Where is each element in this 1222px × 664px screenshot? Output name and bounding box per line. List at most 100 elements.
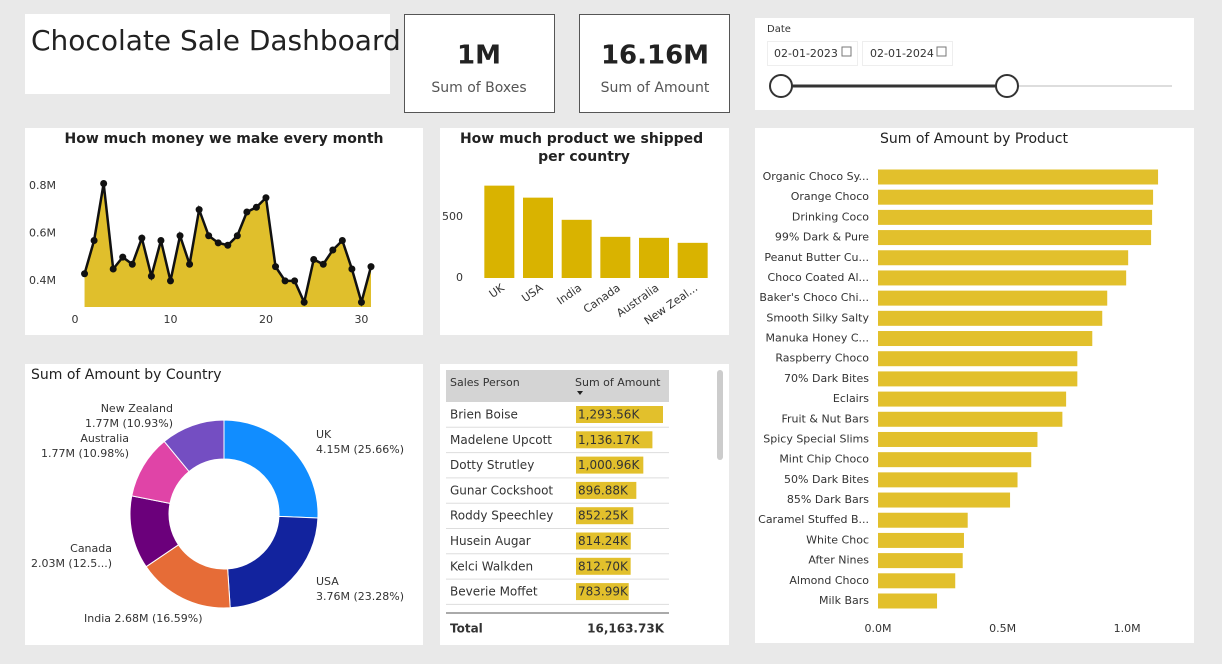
slice-name: USA bbox=[316, 575, 339, 588]
column-header: Sum of Amount bbox=[575, 376, 661, 389]
bar bbox=[878, 209, 1153, 225]
bar bbox=[878, 290, 1108, 306]
chart-title: How much product we shipped per country bbox=[460, 131, 708, 165]
point bbox=[281, 277, 289, 285]
y-tick-label: Drinking Coco bbox=[792, 210, 869, 223]
calendar-icon[interactable] bbox=[936, 46, 947, 57]
point bbox=[186, 260, 194, 268]
chart-title: Sum of Amount by Product bbox=[880, 131, 1069, 147]
point bbox=[243, 208, 251, 216]
x-tick-label: 30 bbox=[354, 313, 368, 326]
date-end[interactable]: 02-01-2024 bbox=[870, 47, 934, 60]
y-tick-label: Manuka Honey C... bbox=[765, 332, 869, 345]
data-bar bbox=[576, 583, 629, 601]
date-start[interactable]: 02-01-2023 bbox=[774, 47, 838, 60]
cell: Gunar Cockshoot bbox=[450, 483, 553, 497]
slider-handle[interactable] bbox=[995, 74, 1019, 98]
slice-value: 3.76M (23.28%) bbox=[316, 590, 404, 603]
bar bbox=[878, 411, 1063, 427]
y-tick-label: Smooth Silky Salty bbox=[766, 311, 869, 324]
slice-name: New Zealand bbox=[101, 402, 173, 415]
y-tick-label: 99% Dark & Pure bbox=[775, 231, 869, 244]
cell: 1,000.96K bbox=[578, 458, 640, 472]
kpi-card bbox=[404, 14, 555, 113]
data-bar bbox=[576, 507, 634, 525]
y-tick-label: 0.4M bbox=[29, 274, 56, 287]
slice-value: 2.03M (12.5...) bbox=[31, 557, 112, 570]
slice-value: 1.77M (10.98%) bbox=[41, 447, 129, 460]
dashboard-title: Chocolate Sale Dashboard bbox=[31, 24, 401, 57]
data-bar bbox=[576, 431, 653, 449]
y-tick-label: Organic Choco Sy... bbox=[763, 170, 869, 183]
title-panel bbox=[25, 14, 390, 94]
slice-name: UK bbox=[316, 428, 332, 441]
bar bbox=[878, 553, 963, 569]
kpi-card bbox=[579, 14, 730, 113]
donut-slice bbox=[163, 419, 225, 473]
y-tick-label: Peanut Butter Cu... bbox=[764, 251, 869, 264]
bar bbox=[878, 250, 1129, 266]
sort-icon bbox=[577, 391, 583, 395]
bar bbox=[878, 452, 1032, 468]
bar bbox=[878, 512, 968, 528]
bar bbox=[561, 219, 592, 278]
point bbox=[367, 263, 375, 271]
bar bbox=[878, 169, 1159, 185]
point bbox=[147, 272, 155, 280]
bar bbox=[523, 197, 553, 278]
kpi-value: 1M bbox=[457, 41, 501, 71]
x-tick-label: 0 bbox=[72, 313, 79, 326]
y-tick-label: 70% Dark Bites bbox=[784, 372, 869, 385]
point bbox=[329, 246, 337, 254]
point bbox=[262, 194, 270, 202]
bar bbox=[878, 230, 1152, 246]
point bbox=[233, 232, 241, 240]
point bbox=[138, 234, 146, 242]
y-tick-label: Raspberry Choco bbox=[775, 352, 869, 365]
y-tick-label: 50% Dark Bites bbox=[784, 473, 869, 486]
y-tick-label: Mint Chip Choco bbox=[779, 453, 869, 466]
bar bbox=[878, 331, 1093, 347]
cell: Brien Boise bbox=[450, 408, 518, 422]
bar bbox=[878, 189, 1154, 205]
bar bbox=[878, 492, 1011, 508]
y-tick-label: Eclairs bbox=[833, 392, 869, 405]
slider-handle[interactable] bbox=[769, 74, 793, 98]
x-tick-label: 20 bbox=[259, 313, 273, 326]
point bbox=[176, 232, 184, 240]
point bbox=[128, 260, 136, 268]
y-tick-label: 0 bbox=[456, 271, 463, 284]
cell: 1,136.17K bbox=[578, 433, 640, 447]
point bbox=[205, 232, 213, 240]
scrollbar[interactable] bbox=[717, 370, 723, 460]
slice-name: India bbox=[84, 612, 115, 625]
cell: 1,293.56K bbox=[578, 408, 640, 422]
date-label: Date bbox=[767, 24, 791, 35]
slice-value: 2.68M (16.59%) bbox=[115, 612, 203, 625]
cell: 852.25K bbox=[578, 509, 629, 523]
slice-name: Australia bbox=[80, 432, 129, 445]
bar bbox=[878, 391, 1067, 407]
bar bbox=[639, 237, 669, 278]
y-tick-label: 500 bbox=[442, 210, 463, 223]
y-tick-label: Caramel Stuffed B... bbox=[758, 513, 869, 526]
cell: Kelci Walkden bbox=[450, 559, 533, 573]
slice-label: India 2.68M (16.59%) bbox=[84, 612, 203, 625]
total-value: 16,163.73K bbox=[587, 622, 665, 636]
calendar-icon[interactable] bbox=[841, 46, 852, 57]
point bbox=[300, 298, 308, 306]
bar bbox=[677, 242, 708, 278]
bar bbox=[878, 351, 1078, 367]
bar bbox=[484, 185, 515, 278]
bar bbox=[878, 270, 1127, 286]
x-tick-label: 0.5M bbox=[989, 622, 1016, 635]
point bbox=[319, 260, 327, 268]
x-tick-label: 0.0M bbox=[865, 622, 892, 635]
data-bar bbox=[576, 557, 631, 575]
x-tick-label: 10 bbox=[163, 313, 177, 326]
point bbox=[310, 256, 318, 263]
data-bar bbox=[576, 481, 637, 499]
cell: Dotty Strutley bbox=[450, 458, 534, 472]
